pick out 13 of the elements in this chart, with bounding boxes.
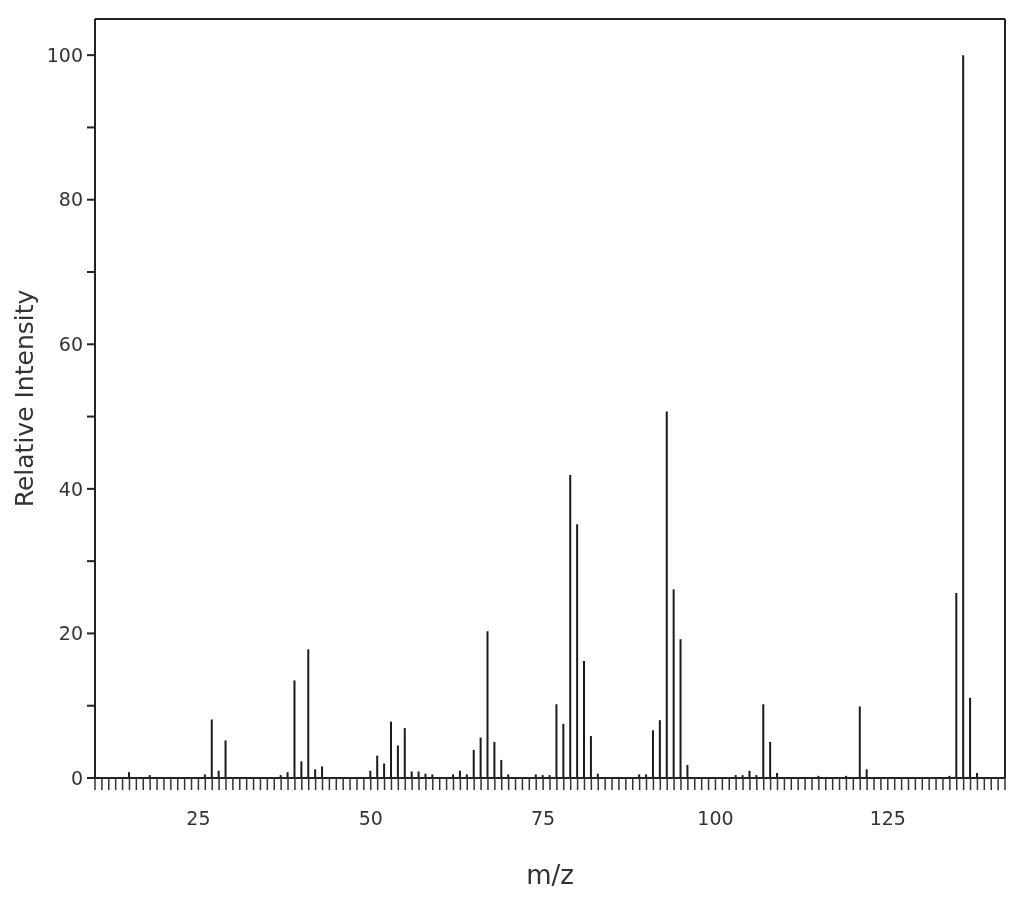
x-axis-title: m/z	[526, 860, 574, 890]
x-tick-label: 25	[186, 807, 211, 830]
x-tick-label: 75	[531, 807, 556, 830]
x-tick-label: 125	[869, 807, 906, 830]
y-tick-label: 80	[58, 188, 83, 211]
y-tick-label: 100	[46, 43, 83, 66]
y-axis-title: Relative Intensity	[9, 289, 39, 508]
y-tick-label: 40	[58, 477, 83, 500]
x-tick-label: 100	[697, 807, 734, 830]
y-tick-label: 0	[70, 766, 83, 789]
y-tick-label: 60	[58, 333, 83, 356]
y-tick-label: 20	[58, 622, 83, 645]
x-tick-label: 50	[358, 807, 383, 830]
